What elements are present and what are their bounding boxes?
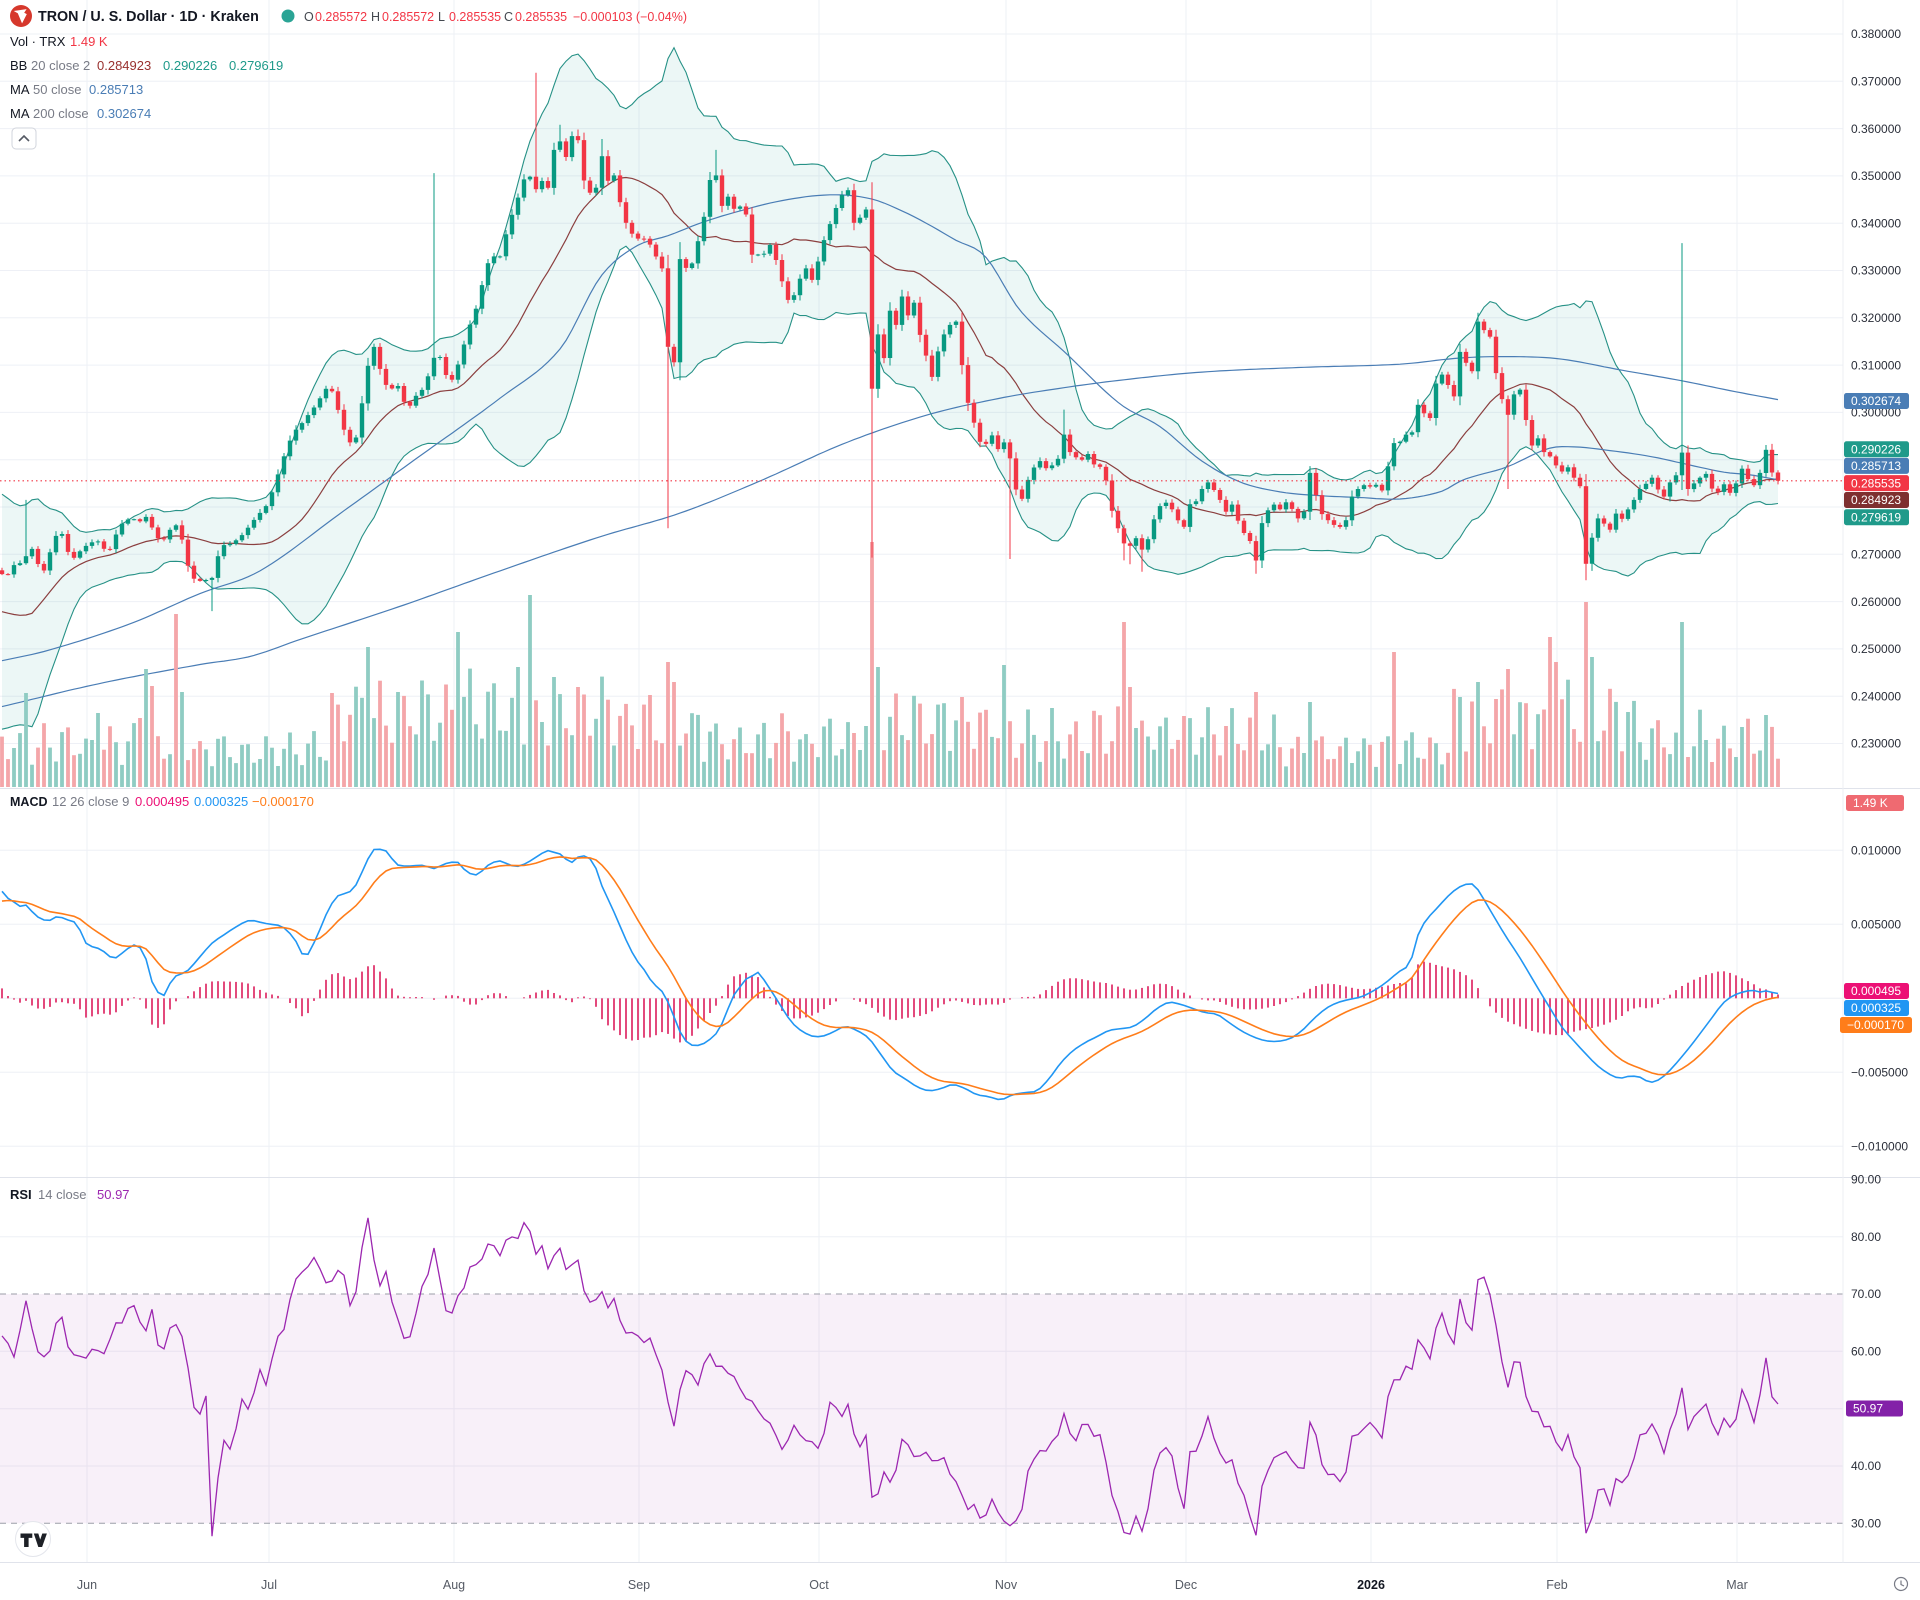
- svg-text:50.97: 50.97: [97, 1187, 130, 1202]
- svg-text:0.000325: 0.000325: [194, 794, 248, 809]
- svg-text:1.49 K: 1.49 K: [70, 34, 108, 49]
- svg-text:0.290226: 0.290226: [163, 58, 217, 73]
- svg-text:H: H: [371, 10, 380, 24]
- svg-text:80.00: 80.00: [1851, 1230, 1881, 1244]
- svg-text:0.250000: 0.250000: [1851, 642, 1901, 656]
- svg-text:Nov: Nov: [995, 1578, 1018, 1592]
- svg-text:0.290226: 0.290226: [1851, 443, 1901, 457]
- svg-text:0.285535: 0.285535: [1851, 476, 1901, 490]
- svg-text:−0.005000: −0.005000: [1851, 1066, 1908, 1080]
- svg-text:Jul: Jul: [261, 1578, 277, 1592]
- svg-text:60.00: 60.00: [1851, 1345, 1881, 1359]
- svg-text:0.285713: 0.285713: [89, 82, 143, 97]
- svg-text:RSI: RSI: [10, 1187, 32, 1202]
- svg-text:Feb: Feb: [1546, 1578, 1568, 1592]
- svg-text:0.302674: 0.302674: [97, 106, 151, 121]
- svg-text:30.00: 30.00: [1851, 1517, 1881, 1531]
- svg-text:L: L: [438, 10, 445, 24]
- svg-text:MA: MA: [10, 106, 30, 121]
- svg-text:−0.000103 (−0.04%): −0.000103 (−0.04%): [573, 10, 687, 24]
- svg-text:−0.010000: −0.010000: [1851, 1140, 1908, 1154]
- svg-text:0.285535: 0.285535: [449, 10, 501, 24]
- svg-text:0.000325: 0.000325: [1851, 1001, 1901, 1015]
- svg-text:12 26 close 9: 12 26 close 9: [52, 794, 129, 809]
- svg-text:0.000495: 0.000495: [1851, 984, 1901, 998]
- svg-text:TRON / U. S. Dollar · 1D · Kra: TRON / U. S. Dollar · 1D · Kraken: [38, 9, 259, 25]
- svg-text:0.279619: 0.279619: [229, 58, 283, 73]
- svg-text:Sep: Sep: [628, 1578, 650, 1592]
- svg-text:0.279619: 0.279619: [1851, 510, 1901, 524]
- svg-text:−0.000170: −0.000170: [252, 794, 314, 809]
- svg-text:0.360000: 0.360000: [1851, 122, 1901, 136]
- svg-text:BB: BB: [10, 58, 27, 73]
- svg-text:70.00: 70.00: [1851, 1287, 1881, 1301]
- svg-text:14 close: 14 close: [38, 1187, 86, 1202]
- svg-text:90.00: 90.00: [1851, 1173, 1881, 1187]
- svg-text:0.270000: 0.270000: [1851, 548, 1901, 562]
- svg-text:0.370000: 0.370000: [1851, 75, 1901, 89]
- svg-text:Mar: Mar: [1726, 1578, 1748, 1592]
- svg-text:0.284923: 0.284923: [1851, 493, 1901, 507]
- svg-text:0.240000: 0.240000: [1851, 689, 1901, 703]
- svg-text:0.302674: 0.302674: [1851, 394, 1901, 408]
- svg-text:0.285713: 0.285713: [1851, 459, 1901, 473]
- svg-text:Jun: Jun: [77, 1578, 97, 1592]
- svg-text:0.000495: 0.000495: [135, 794, 189, 809]
- svg-text:Vol · TRX: Vol · TRX: [10, 34, 66, 49]
- svg-text:2026: 2026: [1357, 1578, 1385, 1592]
- svg-text:0.285535: 0.285535: [515, 10, 567, 24]
- svg-text:50.97: 50.97: [1853, 1402, 1883, 1416]
- svg-text:Dec: Dec: [1175, 1578, 1197, 1592]
- svg-text:0.320000: 0.320000: [1851, 311, 1901, 325]
- svg-text:50 close: 50 close: [33, 82, 81, 97]
- svg-text:0.010000: 0.010000: [1851, 844, 1901, 858]
- svg-text:C: C: [504, 10, 513, 24]
- svg-text:0.300000: 0.300000: [1851, 406, 1901, 420]
- svg-text:40.00: 40.00: [1851, 1459, 1881, 1473]
- svg-text:0.330000: 0.330000: [1851, 264, 1901, 278]
- svg-text:O: O: [304, 10, 314, 24]
- svg-text:0.005000: 0.005000: [1851, 918, 1901, 932]
- svg-text:0.340000: 0.340000: [1851, 216, 1901, 230]
- svg-text:Oct: Oct: [809, 1578, 829, 1592]
- svg-text:0.310000: 0.310000: [1851, 358, 1901, 372]
- svg-text:0.230000: 0.230000: [1851, 737, 1901, 751]
- svg-text:0.260000: 0.260000: [1851, 595, 1901, 609]
- svg-text:0.285572: 0.285572: [315, 10, 367, 24]
- svg-text:−0.000170: −0.000170: [1847, 1018, 1904, 1032]
- svg-text:0.284923: 0.284923: [97, 58, 151, 73]
- svg-text:1.49 K: 1.49 K: [1853, 796, 1888, 810]
- svg-text:MACD: MACD: [10, 795, 48, 809]
- svg-text:0.380000: 0.380000: [1851, 27, 1901, 41]
- svg-text:200 close: 200 close: [33, 106, 89, 121]
- svg-text:Aug: Aug: [443, 1578, 465, 1592]
- svg-text:0.350000: 0.350000: [1851, 169, 1901, 183]
- svg-text:0.285572: 0.285572: [382, 10, 434, 24]
- svg-text:20 close 2: 20 close 2: [31, 58, 90, 73]
- svg-text:MA: MA: [10, 82, 30, 97]
